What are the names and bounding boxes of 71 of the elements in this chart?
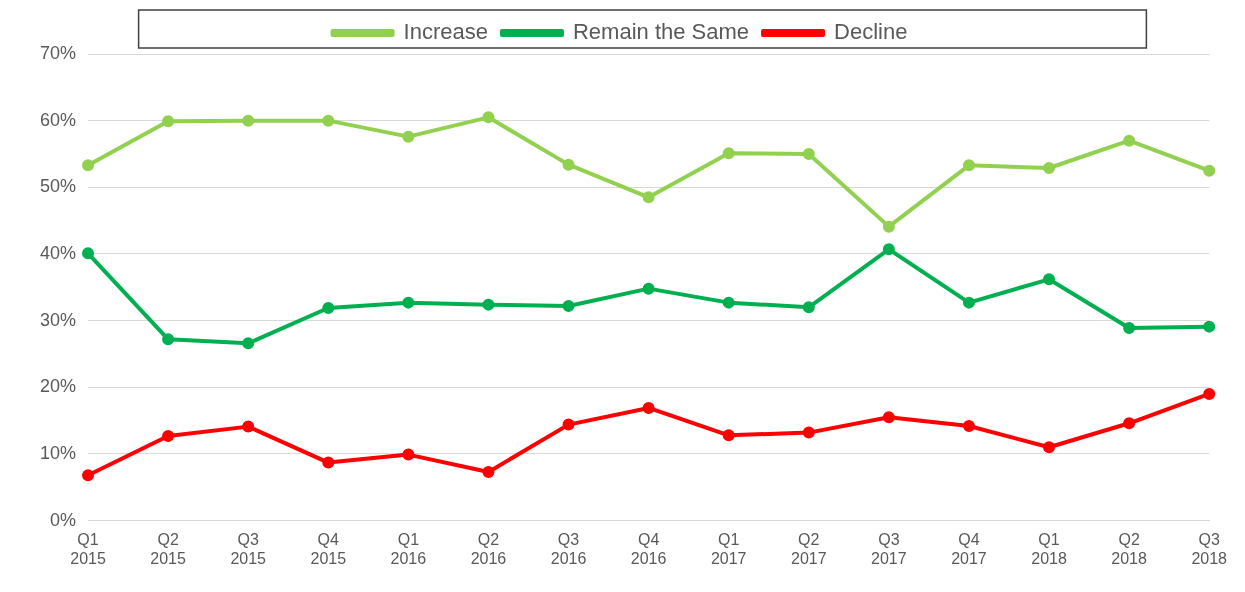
point [802, 301, 815, 314]
x-tick-label: Q2 2015 [150, 530, 187, 567]
x-tick-label: Q1 2015 [70, 530, 106, 567]
x-tick-label: Q1 2017 [710, 530, 747, 567]
point [562, 418, 575, 431]
point [882, 220, 895, 233]
point [402, 296, 415, 309]
point [642, 282, 655, 295]
y-tick-label: 40% [40, 242, 77, 263]
x-tick-label: Q3 2016 [550, 530, 587, 567]
point [1123, 321, 1136, 334]
point [1043, 161, 1056, 174]
point [162, 333, 175, 346]
point [962, 419, 975, 432]
x-tick-label: Q4 2016 [630, 530, 667, 567]
point [482, 111, 495, 124]
point [1203, 387, 1216, 400]
point [322, 301, 335, 314]
point [1123, 417, 1136, 430]
point [82, 159, 95, 172]
point [722, 429, 735, 442]
x-tick-label: Q2 2016 [470, 530, 507, 567]
point [242, 420, 255, 433]
point [482, 298, 495, 311]
point [82, 469, 95, 482]
point [802, 147, 815, 160]
point [962, 296, 975, 309]
x-tick-label: Q1 2018 [1031, 530, 1067, 567]
x-tick-label: Q2 2017 [790, 530, 827, 567]
point [642, 401, 655, 414]
y-tick-label: 50% [40, 176, 77, 197]
y-tick-label: 10% [40, 442, 77, 463]
point [882, 411, 895, 424]
legend-label: Decline [834, 19, 908, 45]
point [242, 114, 255, 127]
point [722, 296, 735, 309]
point [562, 299, 575, 312]
point [1203, 164, 1216, 177]
point [1123, 134, 1136, 147]
x-tick-label: Q3 2017 [871, 530, 907, 567]
legend-label: Increase [403, 19, 488, 45]
x-tick-label: Q1 2016 [390, 530, 427, 567]
point [802, 426, 815, 439]
point [962, 159, 975, 172]
point [162, 429, 175, 442]
point [1043, 273, 1056, 286]
point [1203, 320, 1216, 333]
x-tick-label: Q2 2018 [1111, 530, 1148, 567]
y-tick-label: 60% [40, 109, 77, 130]
point [162, 115, 175, 128]
point [322, 114, 335, 127]
point [1043, 441, 1056, 454]
point [562, 158, 575, 171]
x-tick-label: Q3 2015 [230, 530, 267, 567]
legend-label: Remain the Same [572, 19, 750, 45]
point [482, 465, 495, 478]
point [642, 191, 655, 204]
point [322, 456, 335, 469]
point [882, 243, 895, 256]
y-tick-label: 20% [40, 376, 77, 397]
y-tick-label: 0% [50, 509, 77, 530]
y-tick-label: 70% [40, 42, 77, 63]
x-tick-label: Q3 2018 [1191, 530, 1228, 567]
y-tick-label: 30% [40, 309, 77, 330]
x-tick-label: Q4 2015 [310, 530, 347, 567]
point [722, 147, 735, 160]
x-tick-label: Q4 2017 [951, 530, 987, 567]
point [242, 337, 255, 350]
point [402, 130, 415, 143]
point [402, 448, 415, 461]
point [82, 247, 95, 260]
